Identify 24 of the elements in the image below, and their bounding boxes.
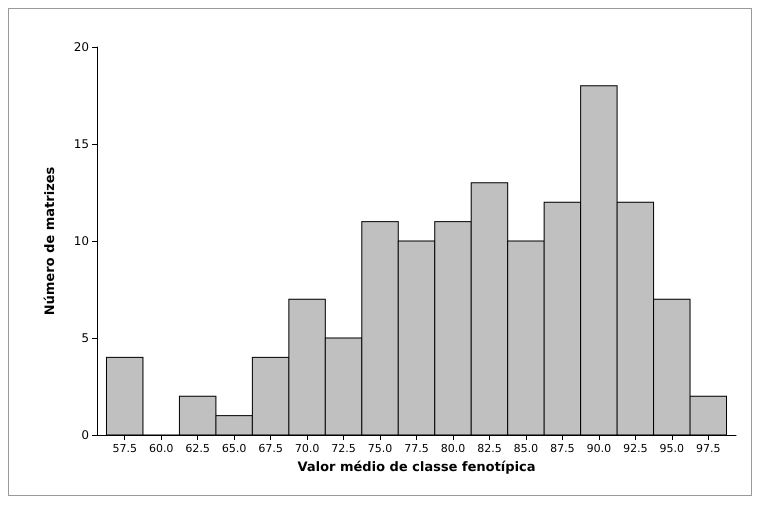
x-tick-label: 62.5 <box>185 442 210 455</box>
x-tick-label: 75.0 <box>368 442 392 455</box>
x-tick-label: 72.5 <box>331 442 356 455</box>
y-tick-label: 15 <box>74 137 89 151</box>
x-tick-label: 60.0 <box>148 442 174 455</box>
y-tick-label: 0 <box>81 428 89 442</box>
x-tick-label: 87.5 <box>550 442 575 455</box>
x-tick-label: 57.5 <box>112 442 137 455</box>
y-tick-label: 20 <box>74 40 89 54</box>
y-tick-label: 10 <box>74 234 89 248</box>
x-tick-label: 67.5 <box>258 442 283 455</box>
x-tick-label: 77.5 <box>404 442 429 455</box>
x-tick-label: 70.0 <box>294 442 320 455</box>
x-tick-label: 92.5 <box>623 442 648 455</box>
x-axis-title: Valor médio de classe fenotípica <box>298 460 536 475</box>
x-tick-label: 85.0 <box>514 442 538 455</box>
x-tick-label: 65.0 <box>222 442 246 455</box>
y-axis-title: Número de matrizes <box>43 166 58 316</box>
x-tick-label: 90.0 <box>586 442 612 455</box>
x-tick-label: 80.0 <box>440 442 466 455</box>
x-tick-label: 95.0 <box>660 442 684 455</box>
y-tick-label: 5 <box>81 331 89 345</box>
x-tick-label: 82.5 <box>477 442 502 455</box>
x-tick-label: 97.5 <box>696 442 721 455</box>
